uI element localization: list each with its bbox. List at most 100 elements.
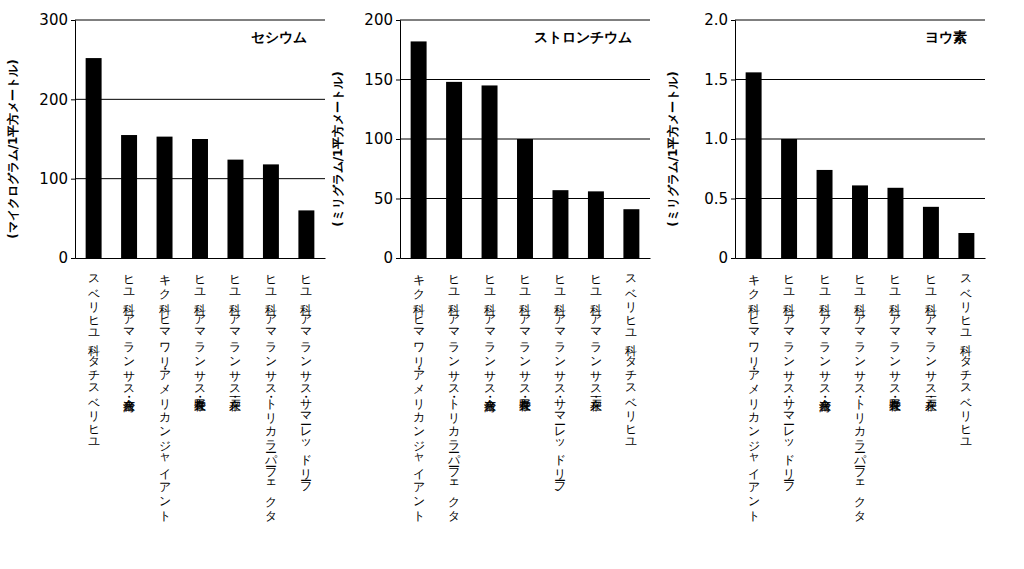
bar	[746, 72, 762, 258]
bar	[482, 85, 498, 258]
y-tick-mark	[396, 199, 400, 200]
x-tick-label: ヒユ科 アマランサス・台湾在来	[122, 266, 136, 413]
y-axis-title: (ミリグラム/1平方メートル)	[666, 71, 680, 227]
y-tick-label: 0	[58, 249, 68, 267]
bars	[411, 41, 640, 258]
y-tick: 100	[39, 170, 75, 188]
bar	[588, 191, 604, 258]
bar	[157, 137, 173, 258]
x-axis	[76, 258, 326, 260]
y-tick: 150	[364, 71, 400, 89]
bar	[192, 139, 208, 258]
title: ヨウ素	[925, 29, 967, 45]
y-tick: 0	[383, 249, 400, 267]
x-tick-label: スベリヒユ科 タチスベリヒユ	[959, 266, 973, 445]
y-tick: 100	[364, 130, 400, 148]
bar	[958, 233, 974, 258]
grid-line	[735, 79, 985, 80]
bars	[86, 58, 315, 258]
y-tick: 1.5	[704, 71, 735, 89]
x-tick-label: スベリヒユ科 タチスベリヒユ	[87, 266, 101, 445]
grid-line	[75, 99, 325, 100]
x-tick-label: ヒユ科 アマランサス・長野在来	[888, 266, 902, 412]
y-axis-line	[71, 21, 76, 259]
bar	[781, 139, 797, 258]
y-tick: 1.0	[704, 130, 735, 148]
x-tick-label: ヒユ科 アマランサス・サマーレッドリーフ	[782, 266, 796, 492]
bar	[552, 190, 568, 258]
x-tick-label: ヒユ科 アマランサス・トリカラーパーフェクタ	[264, 266, 278, 522]
bar	[517, 139, 533, 258]
bar	[446, 82, 462, 258]
x-axis-line	[76, 258, 326, 259]
grid-line	[75, 20, 325, 21]
x-tick-label: キク科 ヒマワリ・アメリカンジャイアント	[158, 266, 172, 522]
bar	[86, 58, 102, 258]
y-axis: 0 100 200 300	[39, 11, 75, 267]
y-tick-label: 2.0	[704, 11, 728, 29]
y-tick-mark	[71, 99, 75, 100]
y-tick-label: 100	[364, 130, 393, 148]
y-axis: 00.51.01.52.0	[704, 11, 735, 267]
bar	[411, 41, 427, 258]
bar	[852, 185, 868, 258]
y-tick: 0	[58, 249, 75, 267]
x-tick-label: ヒユ科 アマランサス・長野在来	[193, 266, 207, 412]
x-axis-line	[736, 258, 986, 259]
x-tick-label: ヒユ科 アマランサス・台湾在来	[818, 266, 832, 413]
y-axis-title: (ミリグラム/1平方メートル)	[331, 71, 345, 227]
y-tick-label: 0	[383, 249, 393, 267]
y-tick-label: 50	[374, 190, 393, 208]
y-tick-label: 100	[39, 170, 68, 188]
x-tick-label: キク科 ヒマワリ・アメリカンジャイアント	[747, 266, 761, 522]
bar	[623, 209, 639, 258]
y-tick-label: 200	[39, 91, 68, 109]
y-tick-mark	[396, 258, 400, 259]
y-tick-mark	[396, 20, 400, 21]
x-tick-label: ヒユ科 アマランサス・一戸在来	[589, 266, 603, 412]
bar	[923, 207, 939, 258]
y-axis-line	[396, 21, 401, 259]
chart-2: 0 0.5 1.0 1.5 2.0 キク科 ヒマワリ・アメリカンジャイアント ヒユ科 アマラ…	[0, 0, 986, 522]
y-tick-mark	[731, 258, 735, 259]
y-tick-mark	[731, 139, 735, 140]
x-tick-label: スベリヒユ科 タチスベリヒユ	[624, 266, 638, 445]
x-tick-label: キク科 ヒマワリ・アメリカンジャイアント	[412, 266, 426, 522]
y-tick-mark	[731, 20, 735, 21]
y-tick-mark	[731, 80, 735, 81]
y-tick: 2.0	[704, 11, 735, 29]
y-tick-label: 200	[364, 11, 393, 29]
y-tick: 300	[39, 11, 75, 29]
bar	[887, 188, 903, 258]
x-labels: キク科 ヒマワリ・アメリカンジャイアント ヒユ科 アマランサス・トリカラーパーフェ…	[412, 266, 639, 522]
chart-1: 0 50 100 150 200 キク科 ヒマワリ・アメリカンジャイアント ヒユ科 アマラン…	[0, 0, 651, 522]
y-tick: 0.5	[704, 190, 735, 208]
y-tick-mark	[71, 179, 75, 180]
y-tick-label: 0.5	[704, 190, 728, 208]
x-tick-label: ヒユ科 アマランサス・トリカラーパーフェクタ	[853, 266, 867, 522]
grid	[0, 0, 985, 199]
y-tick: 200	[39, 91, 75, 109]
chart-0: 0 100 200 300 スベリヒユ科 タチスベリヒユ ヒユ科 アマランサス・台湾在来 キ…	[0, 0, 326, 522]
x-tick-label: ヒユ科 アマランサス・トリカラーパーフェクタ	[447, 266, 461, 522]
y-tick-mark	[71, 258, 75, 259]
y-tick-label: 1.5	[704, 71, 728, 89]
y-axis-line	[731, 21, 736, 259]
y-tick-mark	[731, 199, 735, 200]
x-labels: キク科 ヒマワリ・アメリカンジャイアント ヒユ科 アマランサス・サマーレッドリーフ…	[747, 266, 974, 522]
x-labels: スベリヒユ科 タチスベリヒユ ヒユ科 アマランサス・台湾在来 キク科 ヒマワリ・アメ…	[87, 266, 314, 522]
y-tick-label: 1.0	[704, 130, 728, 148]
x-axis-line	[401, 258, 651, 259]
title: セシウム	[251, 29, 307, 45]
x-axis	[736, 258, 986, 260]
y-tick-mark	[396, 139, 400, 140]
bar	[227, 160, 243, 258]
y-axis-title: (マイクログラム/1平方メートル)	[6, 59, 20, 239]
x-tick-label: ヒユ科 アマランサス・長野在来	[518, 266, 532, 412]
bar	[298, 210, 314, 258]
x-tick-label: ヒユ科 アマランサス・一戸在来	[924, 266, 938, 412]
x-tick-label: ヒユ科 アマランサス・サマーレッドリーフ,	[553, 266, 567, 492]
title: ストロンチウム	[534, 29, 632, 45]
x-axis	[401, 258, 651, 260]
grid-line	[400, 20, 650, 21]
